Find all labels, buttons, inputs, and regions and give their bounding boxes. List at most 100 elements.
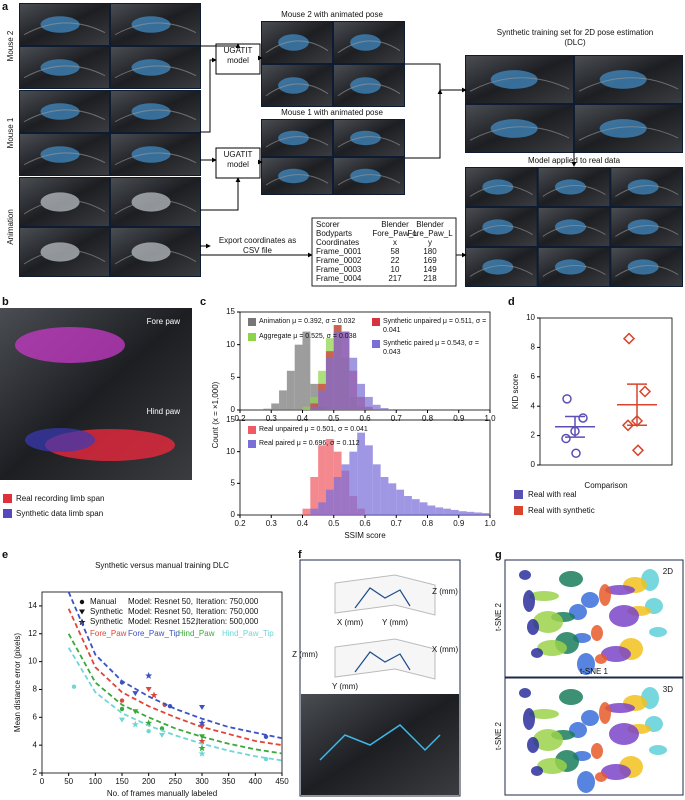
x-tick-label: 350 — [222, 777, 236, 786]
photo-subject — [40, 59, 80, 76]
x-tick-label: 0.2 — [234, 519, 246, 528]
y-tick-label: 10 — [28, 657, 37, 666]
photo-subject — [554, 219, 587, 235]
point — [638, 385, 652, 398]
hist-bar — [271, 403, 280, 410]
axis-label: Z (mm) — [292, 650, 318, 659]
x-tick-label: 1.0 — [484, 414, 496, 423]
photo-wheel — [114, 152, 197, 166]
csv-cell: 22 — [391, 256, 400, 265]
point — [159, 732, 165, 738]
limb-span — [25, 428, 95, 452]
legend-label: Hind_Paw — [178, 629, 215, 638]
hist-bar — [341, 331, 350, 410]
x-tick-label: 0.7 — [391, 519, 403, 528]
photo-wheel — [114, 199, 197, 215]
cluster — [591, 743, 603, 759]
legend-swatch — [514, 490, 523, 499]
csv-cell: Fore_Paw_L — [372, 229, 418, 238]
photo-wheel — [265, 83, 329, 97]
photo-subject — [554, 259, 587, 275]
legend-swatch — [248, 440, 256, 448]
cluster — [649, 627, 667, 637]
hist-bar — [341, 464, 350, 515]
embedding-label: 2D — [663, 567, 673, 576]
y-tick-label: 15 — [226, 415, 235, 424]
x-tick-label: 200 — [142, 777, 156, 786]
hist-bar — [279, 390, 287, 410]
x-tick-label: 150 — [115, 777, 129, 786]
hist-bar — [380, 408, 389, 410]
hist-bar — [349, 357, 358, 410]
x-tick-label: 0.4 — [297, 414, 309, 423]
photo-wheel — [615, 265, 679, 277]
legend-label: Iteration: 750,000 — [196, 597, 259, 606]
x-tick-label: 0.3 — [266, 414, 278, 423]
photo-subject — [482, 219, 514, 235]
panel-label: a — [2, 1, 9, 13]
y-tick-label: 4 — [531, 401, 536, 410]
cluster — [595, 654, 607, 664]
cluster — [529, 591, 559, 601]
hist-bar — [302, 508, 311, 515]
photo-wheel — [542, 185, 606, 197]
hist-bar — [325, 439, 334, 515]
photo-wheel — [615, 225, 679, 237]
csv-cell: Frame_0002 — [316, 256, 362, 265]
hist-bar — [404, 496, 412, 515]
cluster — [527, 619, 539, 635]
legend-swatch — [248, 318, 256, 326]
point — [630, 414, 644, 427]
cluster — [533, 729, 563, 751]
cluster — [595, 772, 607, 782]
photo-wheel — [114, 249, 197, 265]
photo-wheel — [337, 83, 401, 97]
photo-wheel — [23, 22, 106, 36]
csv-table — [311, 217, 457, 287]
model-box — [215, 43, 261, 75]
photo-wheel — [469, 77, 570, 92]
point — [119, 717, 125, 723]
legend-label: Fore_Paw — [90, 629, 127, 638]
arrow — [405, 89, 443, 159]
embedding-label: 3D — [663, 685, 673, 694]
photo-wheel — [469, 225, 533, 237]
skeleton — [354, 587, 411, 609]
hist-bar — [318, 390, 326, 410]
cluster — [531, 766, 543, 776]
photo-subject — [599, 70, 647, 89]
legend-marker — [79, 599, 85, 605]
cluster — [591, 625, 603, 641]
chart-title: Synthetic versus manual training DLC — [95, 561, 229, 570]
legend-label: Real with synthetic — [528, 506, 595, 515]
x-axis-label: Comparison — [584, 481, 627, 490]
x-tick-label: 0.8 — [422, 519, 434, 528]
fit-curve — [67, 633, 283, 755]
photo-wheel — [542, 225, 606, 237]
y-tick-label: 5 — [231, 478, 236, 487]
point — [119, 680, 125, 685]
cluster — [581, 592, 599, 608]
photo-subject — [40, 103, 80, 120]
cluster — [537, 640, 567, 656]
row-label: Animation — [6, 209, 15, 245]
point — [263, 734, 269, 739]
x-tick-label: 450 — [275, 777, 289, 786]
point — [167, 703, 173, 709]
photo-wheel — [265, 40, 329, 54]
plot-frame — [41, 591, 283, 774]
x-tick-label: 0.5 — [328, 519, 340, 528]
legend-swatch — [3, 494, 12, 503]
photo-subject — [599, 119, 647, 138]
y-axis-label: Count (x = ×1,000) — [211, 381, 220, 448]
hist-bar — [419, 502, 428, 515]
cluster — [605, 703, 635, 713]
point — [621, 419, 635, 432]
arrow — [200, 57, 217, 133]
legend-swatch — [3, 509, 12, 518]
photo-subject — [554, 179, 587, 195]
y-tick-label: 10 — [226, 340, 235, 349]
point — [199, 724, 205, 730]
x-axis-label: SSIM score — [344, 531, 386, 540]
